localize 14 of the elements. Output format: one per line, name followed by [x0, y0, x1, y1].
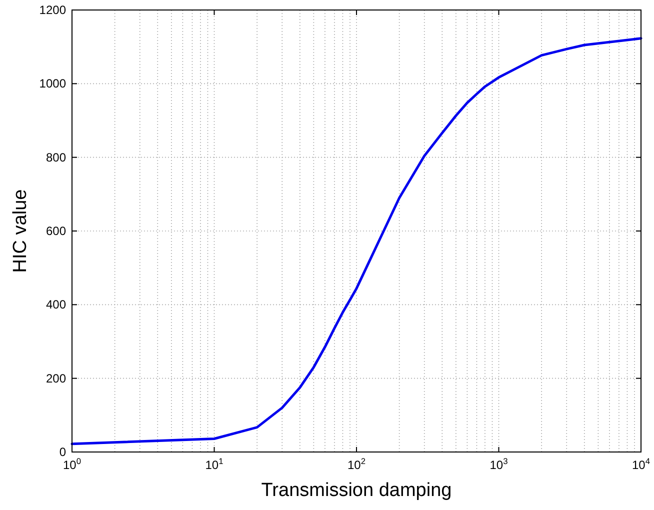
- x-tick-label: 10$^{1}$: [205, 456, 224, 472]
- x-tick-label: 10$^{2}$: [347, 456, 366, 472]
- y-tick-label: 1200: [39, 3, 66, 17]
- y-tick-label: 800: [46, 150, 66, 164]
- y-tick-label: 0: [59, 445, 66, 459]
- y-tick-label: 1000: [39, 76, 66, 91]
- y-tick-label: 400: [46, 298, 66, 312]
- x-axis-title: Transmission damping: [261, 480, 452, 501]
- y-tick-label: 600: [46, 224, 66, 238]
- x-tick-label: 10$^{4}$: [632, 456, 650, 472]
- x-tick-label: 10$^{3}$: [490, 456, 508, 472]
- y-axis-title: HIC value: [10, 189, 31, 273]
- x-tick-label: 10$^{0}$: [62, 456, 82, 472]
- y-tick-label: 200: [46, 371, 66, 386]
